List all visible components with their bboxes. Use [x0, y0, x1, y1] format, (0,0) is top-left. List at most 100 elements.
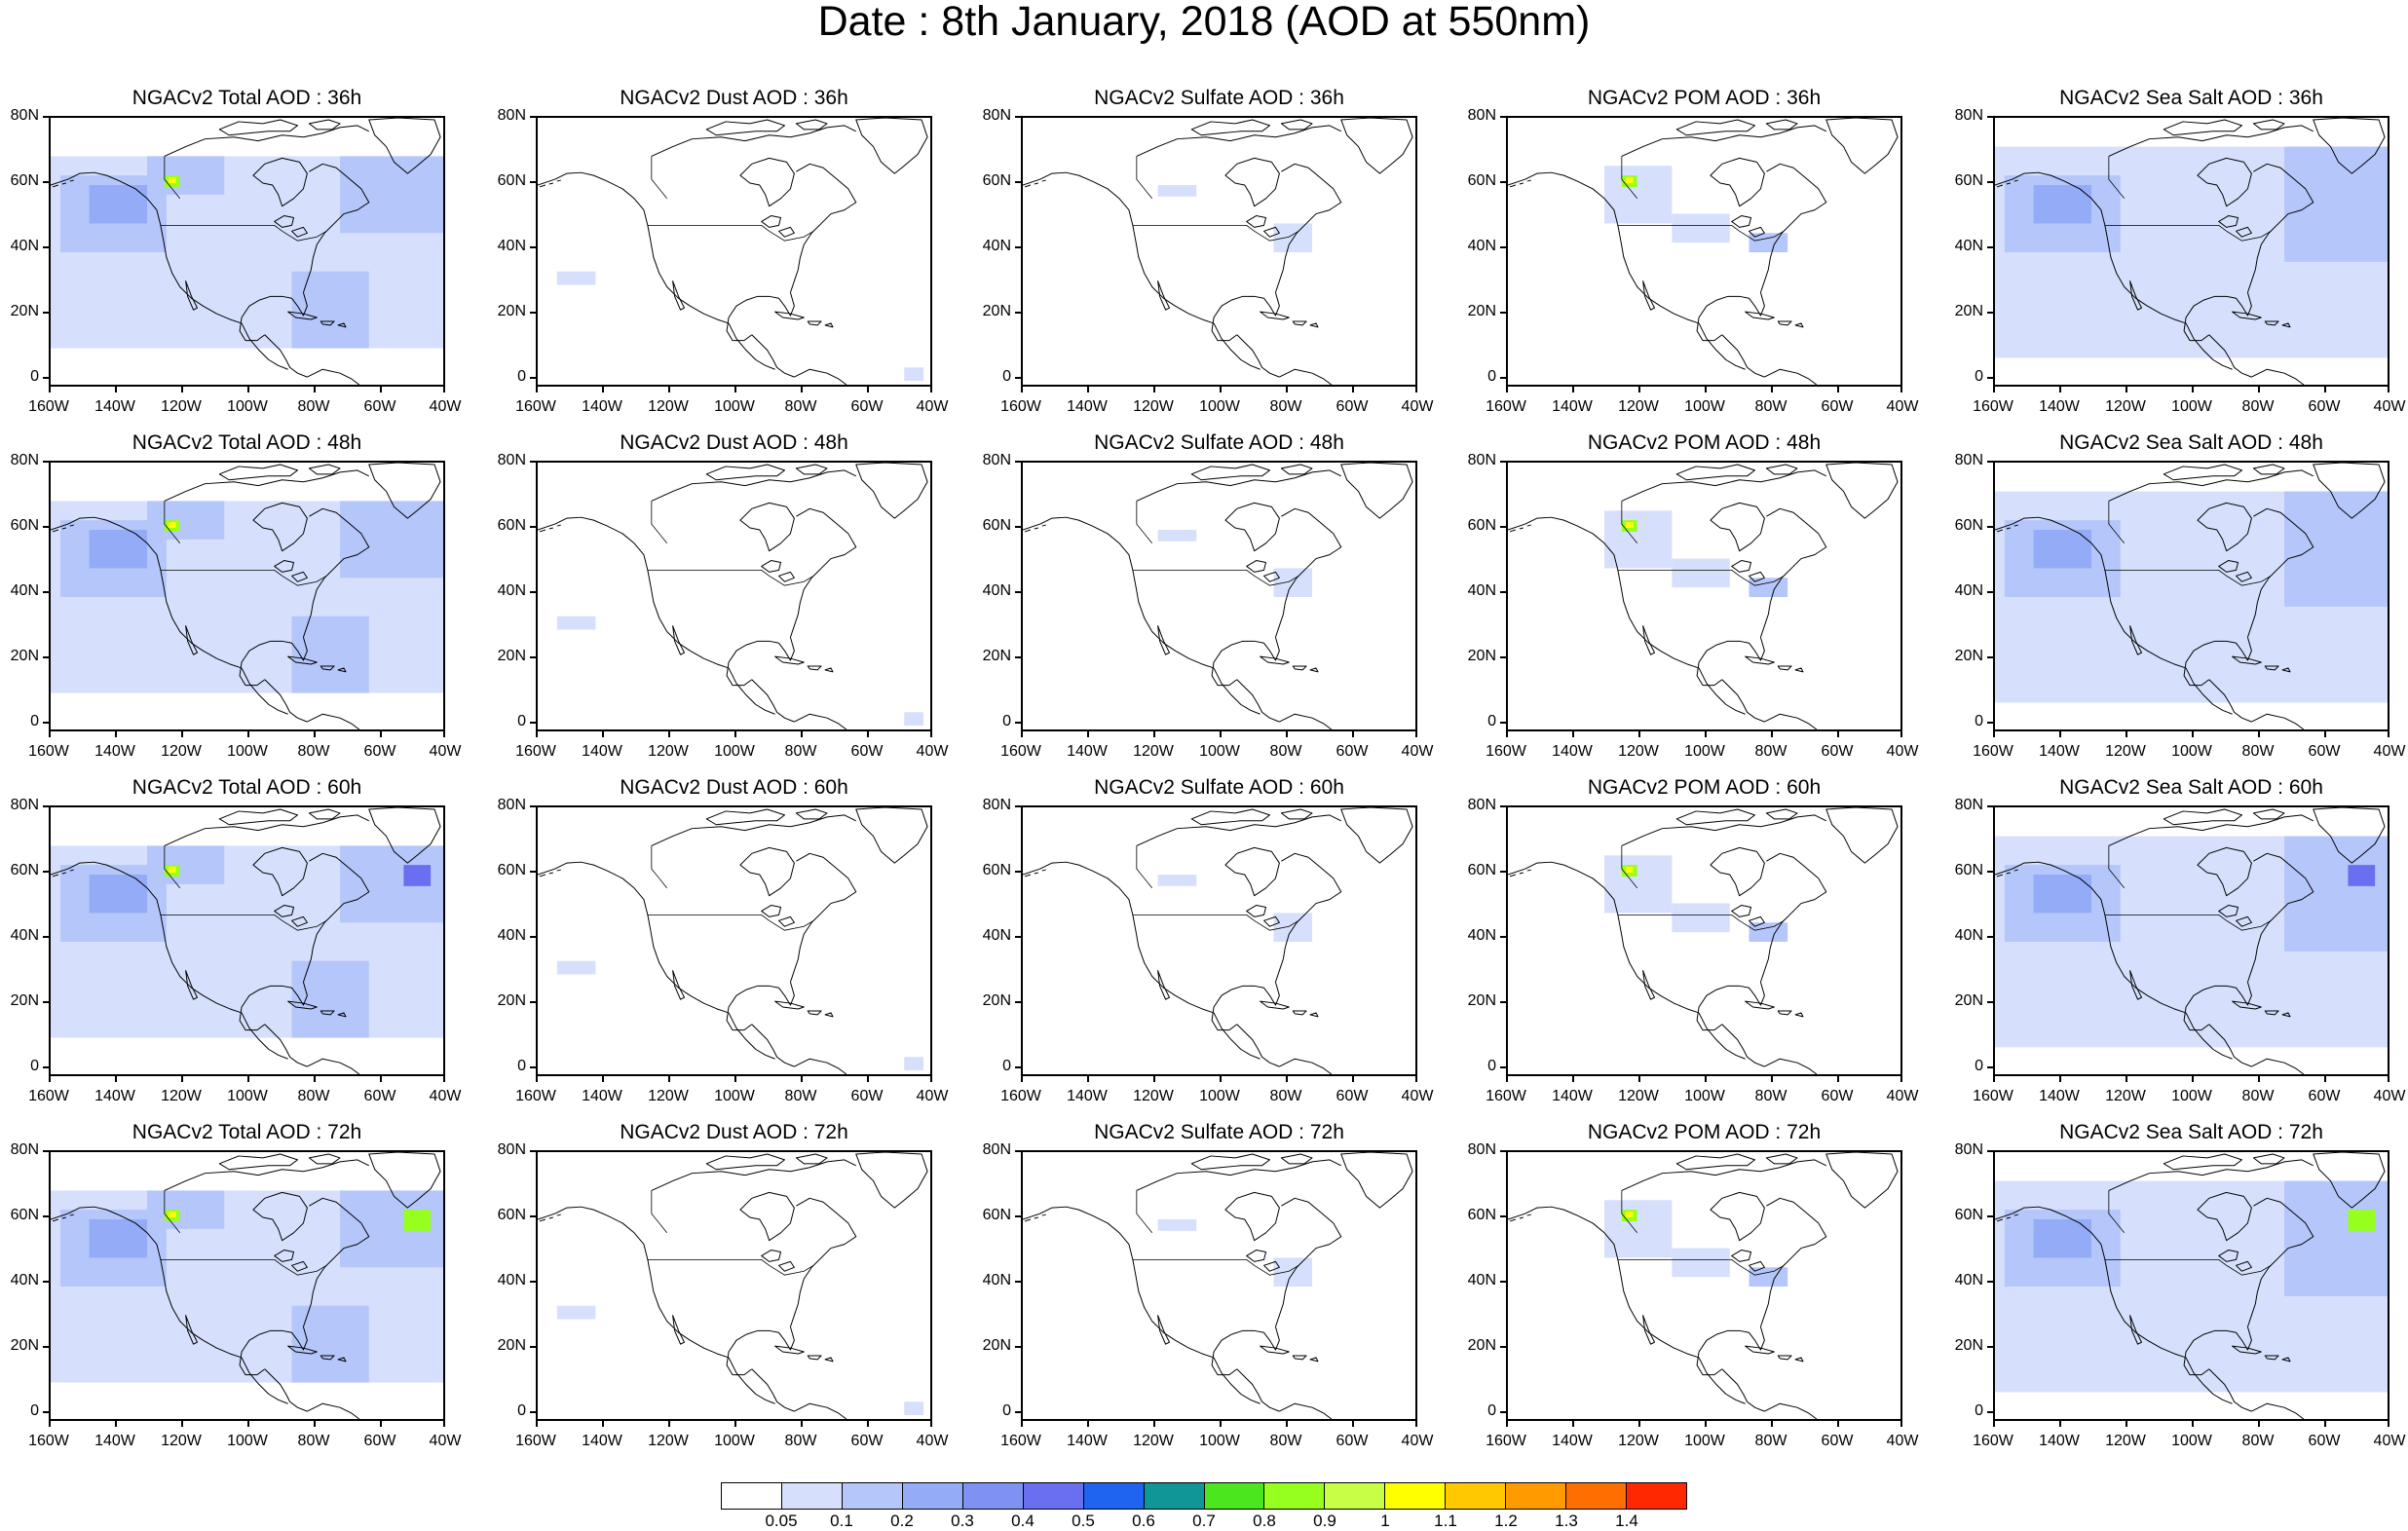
longitude-tick-label: 40W	[1401, 1088, 1434, 1104]
latitude-tick-label: 40N	[1467, 1272, 1496, 1288]
map-panel: NGACv2 Dust AOD : 36h 80N 60N 40N 20N 0 160W 14…	[487, 86, 974, 429]
longitude-tick-mark	[1352, 387, 1354, 392]
map-panel: NGACv2 Total AOD : 72h 80N 60N 40N 20N 0 160W 1…	[0, 1120, 487, 1463]
coastline-outline	[538, 807, 928, 1074]
coastline-outline	[538, 1152, 928, 1419]
latitude-tick-label: 0	[517, 1402, 526, 1419]
longitude-tick-label: 100W	[1684, 398, 1725, 415]
aod-field-patch	[2033, 874, 2092, 914]
aod-field-patch	[1604, 855, 1673, 914]
longitude-tick-mark	[1506, 1421, 1508, 1427]
longitude-tick-mark	[1220, 1076, 1222, 1082]
longitude-tick-label: 40W	[1886, 398, 1919, 415]
longitude-tick-mark	[1352, 731, 1354, 737]
longitude-tick-mark	[1415, 1076, 1417, 1082]
latitude-tick-mark	[1987, 246, 1993, 248]
aod-field-patch	[904, 367, 924, 382]
longitude-tick-label: 140W	[94, 743, 135, 760]
latitude-tick-label: 80N	[1954, 107, 1983, 124]
longitude-tick-mark	[1900, 387, 1902, 392]
longitude-tick-mark	[1837, 731, 1839, 737]
longitude-tick-mark	[314, 387, 316, 392]
panel-title: NGACv2 Total AOD : 60h	[132, 776, 362, 799]
aod-field-patch	[1273, 223, 1313, 252]
longitude-tick-label: 80W	[784, 743, 817, 760]
aod-map	[49, 805, 445, 1076]
longitude-tick-label: 80W	[784, 1088, 817, 1104]
longitude-tick-label: 60W	[1821, 743, 1854, 760]
longitude-tick-mark	[181, 387, 183, 392]
map-panel: NGACv2 Total AOD : 60h 80N 60N 40N 20N 0 160W 1…	[0, 775, 487, 1118]
longitude-tick-label: 40W	[1401, 743, 1434, 760]
longitude-tick-mark	[1771, 387, 1773, 392]
latitude-tick-label: 80N	[10, 452, 39, 468]
longitude-tick-label: 100W	[1199, 398, 1240, 415]
longitude-tick-label: 160W	[515, 743, 556, 760]
latitude-tick-mark	[1015, 1346, 1021, 1348]
longitude-tick-label: 100W	[2171, 743, 2212, 760]
latitude-tick-mark	[1015, 722, 1021, 724]
latitude-tick-label: 0	[1975, 1402, 1983, 1419]
longitude-tick-mark	[668, 387, 670, 392]
longitude-tick-mark	[1900, 1076, 1902, 1082]
longitude-tick-label: 140W	[94, 1433, 135, 1449]
latitude-tick-label: 20N	[497, 992, 526, 1009]
latitude-tick-mark	[530, 1001, 536, 1003]
longitude-tick-label: 40W	[1886, 743, 1919, 760]
longitude-tick-mark	[443, 387, 445, 392]
aod-field-patch	[89, 874, 148, 914]
longitude-tick-mark	[1572, 731, 1574, 737]
colorbar-swatch	[1264, 1483, 1326, 1509]
latitude-tick-mark	[530, 377, 536, 379]
latitude-tick-mark	[530, 181, 536, 183]
longitude-tick-label: 80W	[784, 398, 817, 415]
latitude-tick-mark	[1987, 1281, 1993, 1283]
latitude-tick-label: 20N	[497, 648, 526, 664]
latitude-tick-mark	[43, 312, 49, 314]
aod-field-patch	[904, 1401, 924, 1416]
longitude-tick-label: 160W	[28, 1433, 69, 1449]
longitude-tick-label: 60W	[363, 743, 396, 760]
latitude-tick-label: 40N	[1467, 238, 1496, 254]
latitude-tick-mark	[530, 1411, 536, 1413]
longitude-tick-label: 120W	[1133, 398, 1174, 415]
latitude-tick-label: 20N	[1467, 303, 1496, 319]
longitude-tick-mark	[247, 731, 249, 737]
longitude-tick-mark	[1153, 1076, 1155, 1082]
colorbar-swatch	[1144, 1483, 1205, 1509]
latitude-tick-mark	[1987, 1001, 1993, 1003]
latitude-tick-mark	[1500, 312, 1506, 314]
longitude-tick-mark	[930, 387, 932, 392]
latitude-tick-label: 60N	[982, 517, 1011, 534]
aod-field-patch	[2284, 491, 2388, 607]
latitude-tick-mark	[43, 116, 49, 118]
aod-map	[1021, 116, 1417, 387]
panel-title: NGACv2 POM AOD : 36h	[1587, 87, 1822, 109]
latitude-tick-mark	[1500, 1346, 1506, 1348]
longitude-tick-mark	[1771, 731, 1773, 737]
coastline-outline	[538, 118, 928, 385]
longitude-tick-label: 100W	[1684, 1088, 1725, 1104]
latitude-tick-label: 80N	[982, 452, 1011, 468]
latitude-tick-mark	[1500, 526, 1506, 528]
longitude-tick-label: 60W	[850, 1088, 884, 1104]
longitude-tick-mark	[181, 1076, 183, 1082]
panel-title: NGACv2 POM AOD : 48h	[1587, 431, 1822, 454]
latitude-tick-label: 0	[1002, 368, 1011, 385]
longitude-tick-label: 80W	[2241, 398, 2275, 415]
aod-field-patch	[2188, 1305, 2285, 1383]
longitude-tick-label: 140W	[582, 743, 622, 760]
aod-field-patch	[1749, 578, 1788, 597]
latitude-tick-mark	[1500, 377, 1506, 379]
longitude-tick-label: 60W	[2308, 398, 2341, 415]
longitude-tick-mark	[1153, 1421, 1155, 1427]
longitude-tick-mark	[2324, 731, 2326, 737]
longitude-tick-mark	[668, 1076, 670, 1082]
longitude-tick-label: 40W	[2373, 398, 2406, 415]
longitude-tick-label: 140W	[582, 1088, 622, 1104]
aod-field-patch	[147, 845, 225, 884]
longitude-tick-mark	[2258, 1421, 2260, 1427]
colorbar-swatch	[1627, 1483, 1686, 1509]
panel-title: NGACv2 Total AOD : 48h	[132, 431, 362, 454]
longitude-tick-mark	[1993, 1421, 1995, 1427]
